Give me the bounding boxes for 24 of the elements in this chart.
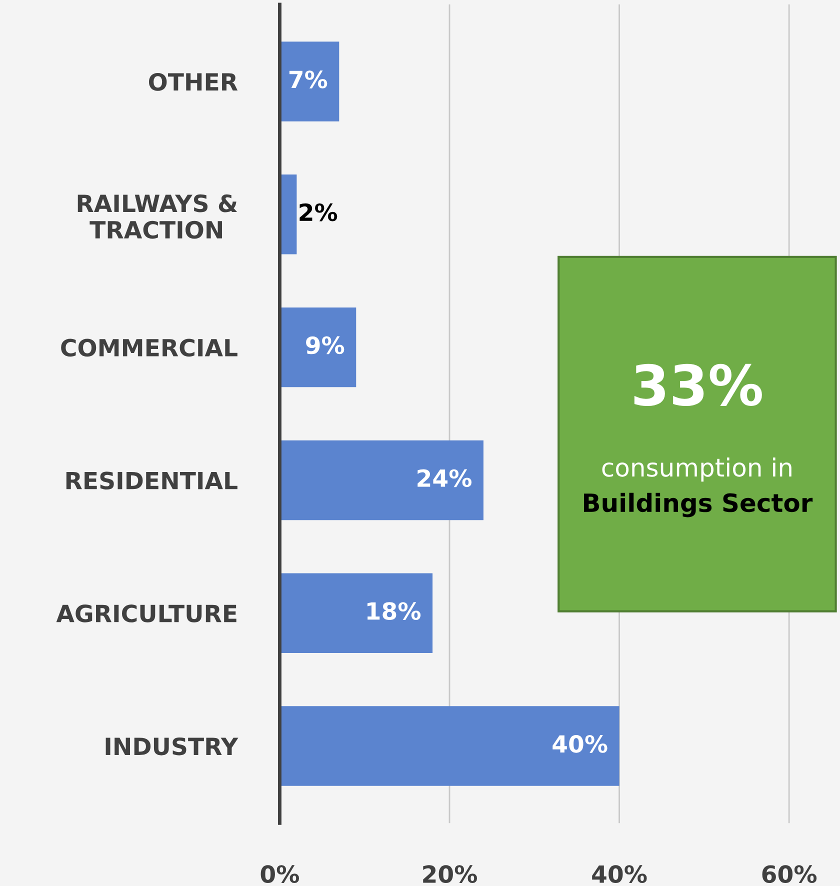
y-tick-label: INDUSTRY xyxy=(106,737,238,756)
x-tick-label: 40% xyxy=(592,865,647,884)
y-tick-label: OTHER xyxy=(148,72,238,91)
annotation: 33% xyxy=(634,364,762,406)
bar xyxy=(280,42,340,122)
bar xyxy=(280,440,484,520)
data-label: 18% xyxy=(367,602,421,620)
bar xyxy=(280,573,433,653)
x-tick-label: 60% xyxy=(762,865,817,884)
y-tick-label: COMMERCIAL xyxy=(61,338,238,357)
data-label: 24% xyxy=(418,469,472,488)
bar xyxy=(280,706,620,786)
data-label: 7% xyxy=(289,70,328,88)
data-label: 9% xyxy=(306,336,344,354)
annotation: consumption in xyxy=(602,457,792,482)
bar xyxy=(280,307,356,388)
annotation: Buildings Sector xyxy=(584,492,813,518)
data-label: 2% xyxy=(300,203,338,222)
data-label: 40% xyxy=(552,735,608,753)
x-tick-label: 20% xyxy=(423,865,478,884)
y-tick-label: AGRICULTURE xyxy=(56,604,236,622)
y-tick-label: RAILWAYS & TRACTION xyxy=(78,194,238,239)
x-tick-label: 0% xyxy=(260,865,300,884)
y-tick-label: RESIDENTIAL xyxy=(66,472,238,490)
